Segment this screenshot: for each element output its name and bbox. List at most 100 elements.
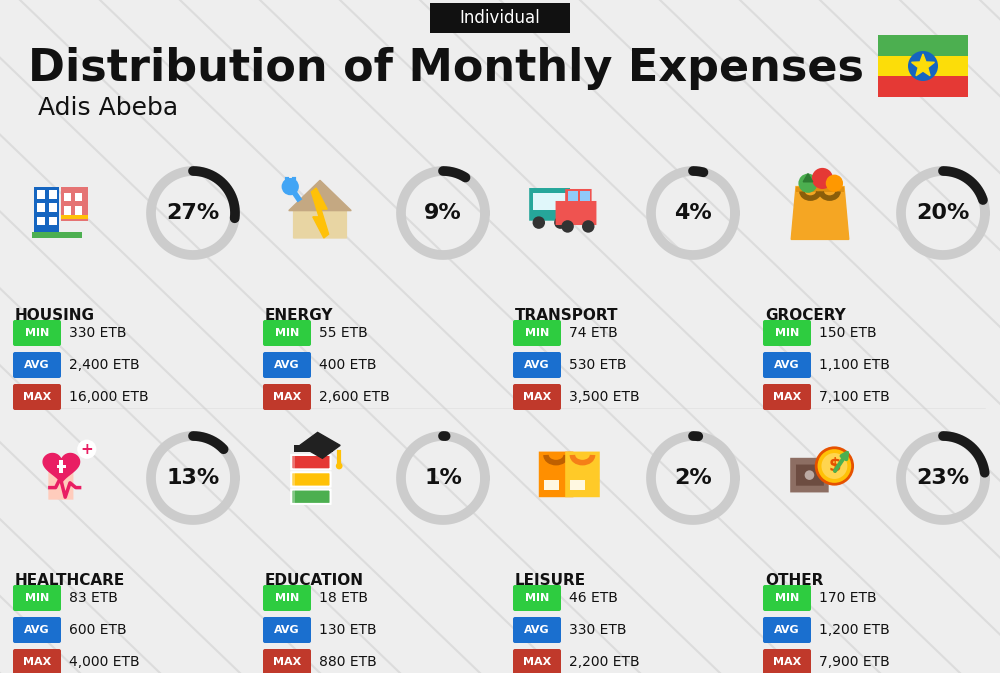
- Text: 16,000 ETB: 16,000 ETB: [69, 390, 149, 404]
- Bar: [796, 186, 844, 192]
- FancyBboxPatch shape: [13, 617, 61, 643]
- FancyBboxPatch shape: [539, 452, 573, 497]
- Text: 1,100 ETB: 1,100 ETB: [819, 358, 890, 372]
- Text: 18 ETB: 18 ETB: [319, 591, 368, 605]
- FancyBboxPatch shape: [763, 384, 811, 410]
- FancyBboxPatch shape: [13, 585, 61, 611]
- Text: 600 ETB: 600 ETB: [69, 623, 127, 637]
- Text: MAX: MAX: [23, 392, 51, 402]
- FancyBboxPatch shape: [763, 617, 811, 643]
- Text: MIN: MIN: [525, 593, 549, 603]
- Text: 130 ETB: 130 ETB: [319, 623, 377, 637]
- Text: AVG: AVG: [774, 360, 800, 370]
- Bar: [61, 186, 88, 221]
- Text: MIN: MIN: [525, 328, 549, 338]
- FancyBboxPatch shape: [291, 455, 331, 469]
- Text: $: $: [828, 457, 841, 475]
- Text: HOUSING: HOUSING: [15, 308, 95, 323]
- Text: 46 ETB: 46 ETB: [569, 591, 618, 605]
- Text: MAX: MAX: [523, 657, 551, 667]
- Text: AVG: AVG: [524, 360, 550, 370]
- Bar: [291, 489, 295, 504]
- FancyBboxPatch shape: [556, 201, 596, 225]
- Text: AVG: AVG: [524, 625, 550, 635]
- Bar: [580, 191, 590, 201]
- Text: MAX: MAX: [523, 392, 551, 402]
- FancyBboxPatch shape: [513, 617, 561, 643]
- FancyBboxPatch shape: [430, 3, 570, 33]
- FancyBboxPatch shape: [565, 189, 592, 203]
- Text: LEISURE: LEISURE: [515, 573, 586, 588]
- Bar: [294, 446, 333, 452]
- Text: +: +: [80, 441, 93, 457]
- Text: AVG: AVG: [24, 360, 50, 370]
- Circle shape: [805, 470, 814, 480]
- Text: 2,400 ETB: 2,400 ETB: [69, 358, 140, 372]
- Text: 170 ETB: 170 ETB: [819, 591, 877, 605]
- Circle shape: [282, 178, 299, 195]
- Text: HEALTHCARE: HEALTHCARE: [15, 573, 125, 588]
- Polygon shape: [294, 184, 346, 238]
- FancyBboxPatch shape: [263, 352, 311, 378]
- Text: AVG: AVG: [774, 625, 800, 635]
- Text: 74 ETB: 74 ETB: [569, 326, 618, 340]
- FancyBboxPatch shape: [13, 384, 61, 410]
- Bar: [49, 203, 57, 212]
- Text: TRANSPORT: TRANSPORT: [515, 308, 618, 323]
- Text: 9%: 9%: [424, 203, 462, 223]
- Bar: [61, 215, 88, 219]
- Bar: [568, 191, 578, 201]
- FancyBboxPatch shape: [263, 585, 311, 611]
- Circle shape: [77, 439, 96, 459]
- Bar: [57, 464, 66, 468]
- Circle shape: [798, 174, 818, 193]
- Text: 83 ETB: 83 ETB: [69, 591, 118, 605]
- Bar: [570, 481, 585, 490]
- Text: 7,100 ETB: 7,100 ETB: [819, 390, 890, 404]
- Bar: [32, 232, 82, 238]
- Text: AVG: AVG: [274, 625, 300, 635]
- Text: Individual: Individual: [460, 9, 540, 27]
- FancyBboxPatch shape: [263, 617, 311, 643]
- FancyBboxPatch shape: [263, 649, 311, 673]
- Polygon shape: [300, 432, 340, 458]
- FancyBboxPatch shape: [263, 320, 311, 346]
- Text: 3,500 ETB: 3,500 ETB: [569, 390, 640, 404]
- Circle shape: [821, 453, 847, 479]
- Text: 880 ETB: 880 ETB: [319, 655, 377, 669]
- Circle shape: [533, 216, 545, 229]
- Text: OTHER: OTHER: [765, 573, 823, 588]
- Bar: [75, 207, 82, 215]
- Text: MIN: MIN: [275, 328, 299, 338]
- FancyBboxPatch shape: [796, 464, 824, 486]
- Text: 530 ETB: 530 ETB: [569, 358, 626, 372]
- Polygon shape: [912, 54, 934, 75]
- Polygon shape: [791, 186, 849, 240]
- FancyBboxPatch shape: [513, 649, 561, 673]
- Text: ENERGY: ENERGY: [265, 308, 334, 323]
- Circle shape: [812, 168, 833, 189]
- Text: Adis Abeba: Adis Abeba: [38, 96, 178, 120]
- Text: GROCERY: GROCERY: [765, 308, 846, 323]
- Polygon shape: [289, 180, 351, 211]
- FancyBboxPatch shape: [763, 352, 811, 378]
- FancyBboxPatch shape: [763, 649, 811, 673]
- Text: 1%: 1%: [424, 468, 462, 488]
- FancyBboxPatch shape: [13, 649, 61, 673]
- FancyBboxPatch shape: [513, 384, 561, 410]
- Bar: [75, 193, 82, 201]
- Bar: [37, 190, 45, 199]
- Circle shape: [582, 220, 594, 233]
- Circle shape: [561, 220, 574, 233]
- Text: MIN: MIN: [25, 593, 49, 603]
- Text: 330 ETB: 330 ETB: [69, 326, 126, 340]
- FancyBboxPatch shape: [763, 585, 811, 611]
- Text: MAX: MAX: [773, 657, 801, 667]
- Text: 400 ETB: 400 ETB: [319, 358, 376, 372]
- FancyBboxPatch shape: [529, 188, 570, 221]
- FancyBboxPatch shape: [790, 458, 829, 493]
- Circle shape: [816, 448, 853, 485]
- Text: MAX: MAX: [273, 657, 301, 667]
- Text: MIN: MIN: [25, 328, 49, 338]
- Bar: [34, 186, 59, 232]
